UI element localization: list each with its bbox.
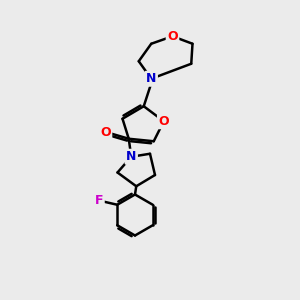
Text: N: N	[146, 72, 156, 85]
Text: O: O	[100, 126, 111, 139]
Text: O: O	[158, 115, 169, 128]
Text: O: O	[167, 30, 178, 43]
Text: N: N	[126, 150, 136, 163]
Text: F: F	[95, 194, 103, 208]
